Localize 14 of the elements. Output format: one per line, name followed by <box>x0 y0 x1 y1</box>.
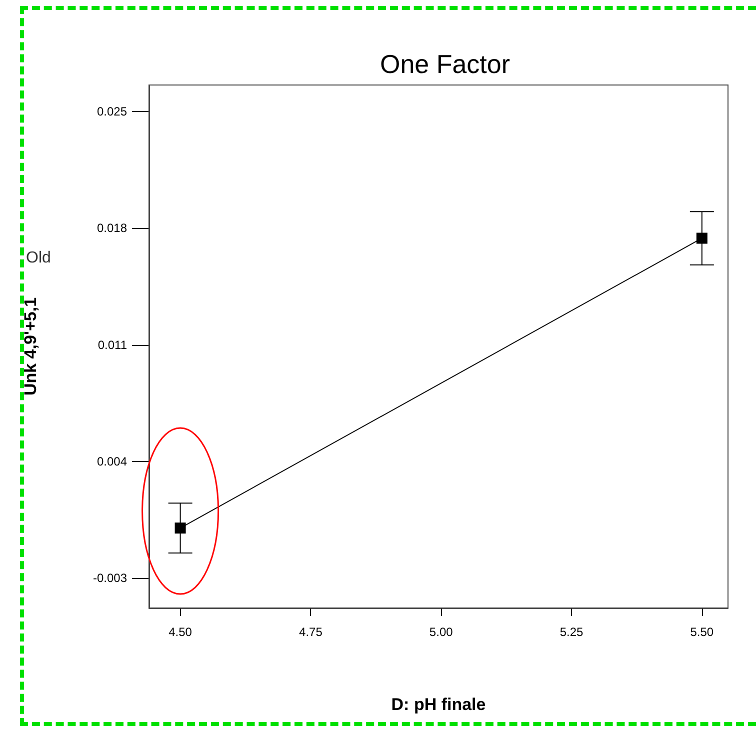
x-tick-label: 5.25 <box>560 625 584 639</box>
y-tick-label: 0.004 <box>96 454 128 468</box>
y-axis-title: Unk 4,9'+5,1 <box>21 297 40 396</box>
chart-title: One Factor <box>380 49 510 79</box>
x-tick-label: 4.75 <box>299 625 323 639</box>
text: Old <box>26 250 51 266</box>
x-tick-label: 5.50 <box>690 625 714 639</box>
y-tick-label: 0.025 <box>96 104 128 119</box>
x-tick-label: 5.00 <box>429 625 454 639</box>
y-tick-label: 0.018 <box>96 221 128 236</box>
x-tick-label: 4.50 <box>168 625 192 639</box>
y-tick-label: -0.003 <box>92 571 128 586</box>
y-tick-label: 0.011 <box>98 338 128 352</box>
x-axis-title: D: pH finale <box>391 695 486 714</box>
